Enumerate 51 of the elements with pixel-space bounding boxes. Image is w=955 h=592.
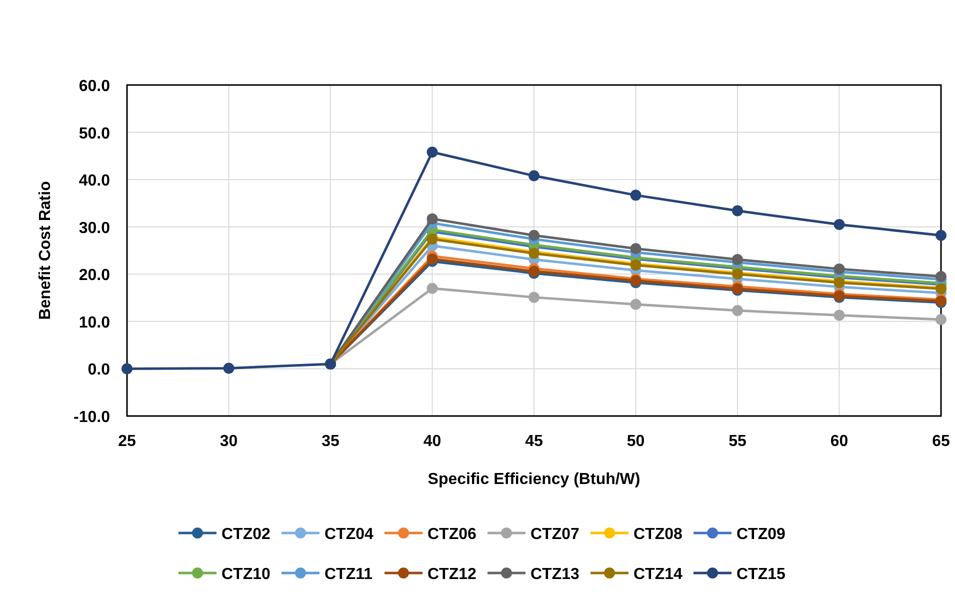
x-tick-label: 55 [728,433,746,450]
point [834,310,845,321]
point [528,292,540,303]
point [528,230,540,241]
point [936,271,946,282]
y-tick-label: 50.0 [78,125,110,142]
x-tick-label: 40 [423,433,442,450]
x-tick-label: 25 [118,433,136,450]
y-tick-label: 10.0 [78,314,110,332]
y-tick-label: -10.0 [74,409,110,426]
point [426,213,438,224]
x-tick-label: 60 [830,433,848,450]
x-tick-label: 45 [525,433,543,450]
x-tick-label: 35 [322,433,340,450]
y-tick-label: 40.0 [78,172,110,190]
point [834,218,845,230]
legend-label: CTZ06 [428,526,476,543]
legend-label: CTZ12 [428,566,476,583]
legend-label: CTZ11 [324,566,373,583]
legend-label: CTZ14 [634,566,682,583]
legend-label: CTZ10 [222,566,270,583]
x-axis-title: Specific Efficiency (Btuh/W) [428,471,640,488]
point [630,298,642,310]
legend-label: CTZ02 [222,526,270,543]
legend-label: CTZ13 [530,566,580,583]
point [426,282,438,294]
y-tick-label: 60.0 [78,78,110,95]
legend-label: CTZ07 [530,526,580,543]
legend-label: CTZ04 [324,526,374,543]
point [834,263,845,274]
point [528,170,540,182]
point [426,146,438,158]
y-tick-label: 0.0 [88,362,110,379]
y-tick-label: 30.0 [78,220,110,237]
point [732,205,743,216]
point [223,362,234,374]
point [630,190,642,201]
point [732,254,743,265]
point [630,243,642,254]
point [936,230,946,241]
y-axis-title: Benefit Cost Ratio [37,180,54,320]
legend-label: CTZ09 [736,526,786,543]
y-tick-label: 20.0 [78,267,110,284]
x-tick-label: 65 [932,433,950,450]
legend-label: CTZ15 [736,566,786,583]
x-tick-label: 50 [626,433,645,450]
x-tick-label: 30 [220,433,238,450]
point [936,314,946,326]
point [122,363,132,374]
legend-label: CTZ08 [634,526,682,543]
point [732,305,743,316]
